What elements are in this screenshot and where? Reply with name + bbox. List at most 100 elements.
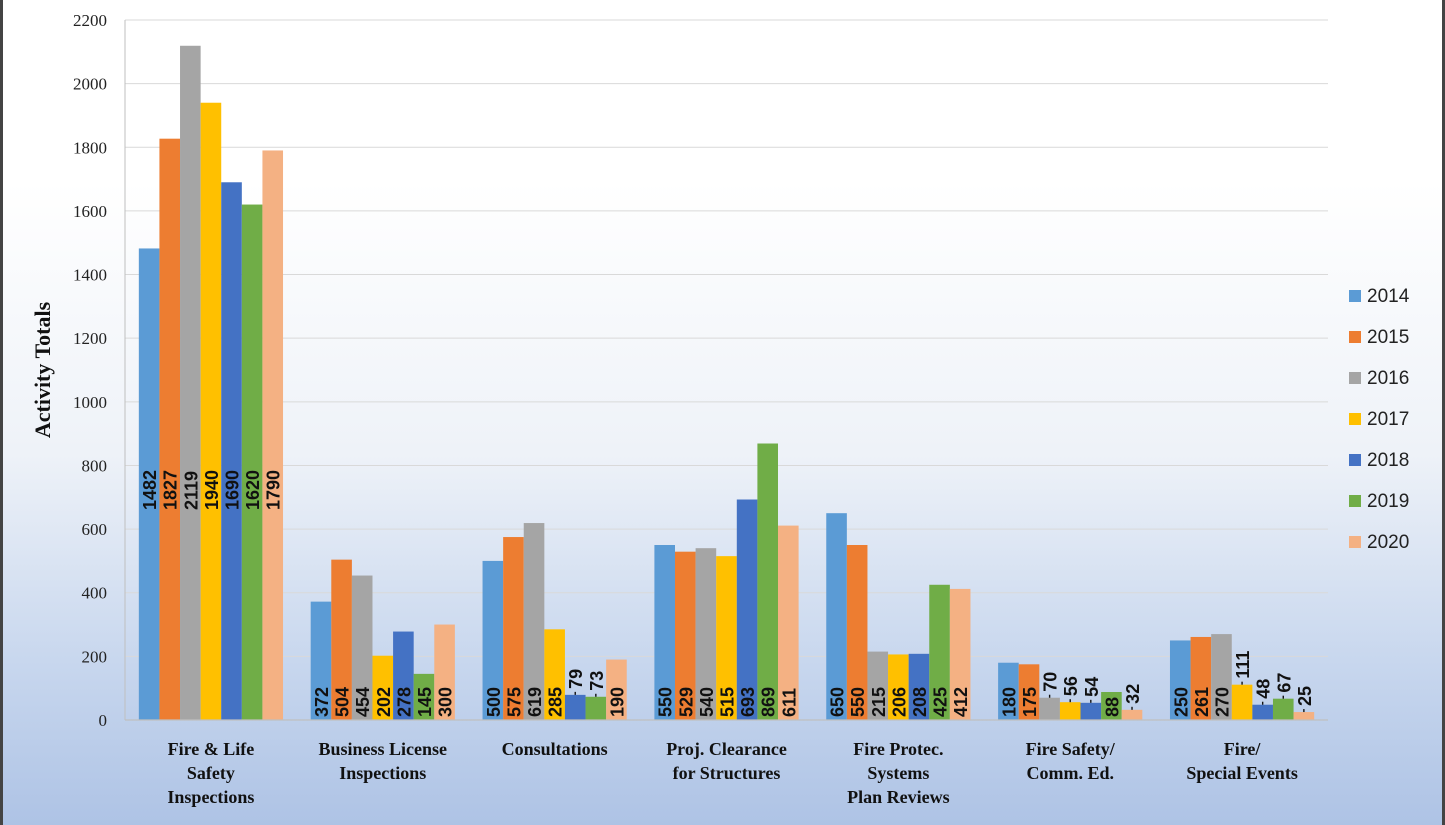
category-label: Fire Protec. Systems Plan Reviews — [847, 739, 950, 807]
x-axis: Fire & Life Safety Inspections Business Lic… — [125, 719, 1328, 807]
data-label: 869 — [759, 687, 779, 717]
data-label: 202 — [374, 687, 394, 717]
data-label: 1620 — [243, 470, 263, 510]
legend-swatch — [1349, 331, 1361, 343]
bar — [675, 551, 696, 720]
bar — [241, 204, 263, 720]
bar — [262, 150, 284, 721]
data-label: 1482 — [140, 470, 160, 510]
legend-label: 2017 — [1367, 409, 1409, 430]
data-label: 693 — [738, 687, 758, 717]
bar — [1293, 712, 1315, 720]
legend-label: 2016 — [1367, 368, 1409, 389]
legend-swatch — [1349, 454, 1361, 466]
bar — [1039, 697, 1060, 720]
legend-swatch — [1349, 372, 1361, 384]
data-label: 540 — [697, 687, 717, 717]
bar — [482, 560, 504, 720]
bar — [716, 556, 737, 720]
data-label: 550 — [656, 687, 676, 717]
data-label: 54 — [1082, 677, 1102, 697]
data-label: 1940 — [202, 470, 222, 510]
data-labels: 1482 1827 2119 1940 1690 1620 1790 372 504 454 202… — [140, 470, 1315, 717]
legend-swatch — [1349, 495, 1361, 507]
bar — [606, 659, 627, 720]
data-label: 278 — [394, 687, 414, 717]
data-label: 111 — [1233, 651, 1253, 679]
bar — [331, 559, 352, 720]
data-label: 88 — [1102, 697, 1122, 717]
data-label: 79 — [566, 669, 586, 689]
data-label: 1790 — [264, 470, 284, 510]
bar — [434, 624, 455, 720]
bar — [310, 601, 332, 720]
bar — [1101, 692, 1122, 720]
data-label: 500 — [484, 687, 504, 717]
bar — [159, 138, 181, 720]
data-label: 454 — [353, 687, 373, 717]
data-label: 67 — [1274, 673, 1294, 693]
data-label: 2119 — [181, 471, 201, 510]
y-tick-label: 1000 — [73, 393, 107, 412]
bar — [1169, 640, 1191, 720]
bar — [998, 662, 1019, 720]
bar — [585, 696, 607, 720]
bar — [1190, 636, 1212, 720]
legend-label: 2018 — [1367, 450, 1409, 471]
legend-swatch — [1349, 536, 1361, 548]
bar — [1252, 704, 1273, 720]
bar — [888, 654, 909, 720]
y-tick-label: 200 — [82, 647, 108, 666]
y-tick-label: 2200 — [73, 11, 107, 30]
legend-label: 2019 — [1367, 491, 1409, 512]
bar — [1080, 702, 1102, 720]
data-label: 425 — [931, 687, 951, 717]
legend: 2014 2015 2016 2017 2018 2019 2020 — [1349, 286, 1410, 553]
data-label: 270 — [1212, 687, 1232, 717]
data-label: 32 — [1123, 684, 1143, 704]
bar — [351, 575, 373, 720]
bar — [200, 102, 222, 720]
data-label: 504 — [333, 687, 353, 717]
data-label: 529 — [676, 687, 696, 717]
bar — [180, 45, 201, 721]
bar-chart: 0 200 400 600 800 1000 1200 1400 1600 1800 2000 220… — [30, 11, 1410, 807]
legend-swatch — [1349, 413, 1361, 425]
category-label: Fire/Special Events — [1186, 739, 1298, 783]
data-label: 56 — [1061, 676, 1081, 696]
y-tick-label: 600 — [82, 520, 108, 539]
y-axis: 0 200 400 600 800 1000 1200 1400 1600 1800 2000 220… — [73, 11, 126, 730]
y-tick-label: 1200 — [73, 329, 107, 348]
bar — [929, 584, 950, 720]
data-label: 285 — [546, 687, 566, 717]
data-label: 208 — [910, 687, 930, 717]
bar — [846, 545, 868, 720]
data-label: 1827 — [161, 470, 181, 510]
bar — [654, 545, 675, 720]
data-label: 550 — [848, 687, 868, 717]
bar — [523, 523, 545, 720]
bar — [1231, 684, 1253, 720]
bar — [544, 629, 565, 720]
y-tick-label: 2000 — [73, 75, 107, 94]
data-label: 261 — [1192, 687, 1212, 717]
data-label: 70 — [1041, 672, 1061, 692]
bars — [138, 45, 1315, 721]
bar — [221, 182, 242, 721]
bar — [1121, 709, 1143, 720]
data-label: 412 — [951, 687, 971, 717]
data-label: 250 — [1171, 687, 1191, 717]
category-label: Fire Safety/Comm. Ed. — [1026, 739, 1116, 783]
bar — [826, 513, 847, 720]
data-label: 1690 — [223, 470, 243, 510]
y-tick-label: 1800 — [73, 138, 107, 157]
legend-swatch — [1349, 290, 1361, 302]
data-label: 25 — [1295, 686, 1315, 706]
bar — [1272, 698, 1294, 720]
legend-label: 2020 — [1367, 532, 1409, 553]
bar — [778, 525, 799, 720]
category-label: Fire & Life Safety Inspections — [167, 739, 254, 807]
data-label: 650 — [828, 687, 848, 717]
category-label: Proj. Clearance for Structures — [666, 739, 787, 783]
